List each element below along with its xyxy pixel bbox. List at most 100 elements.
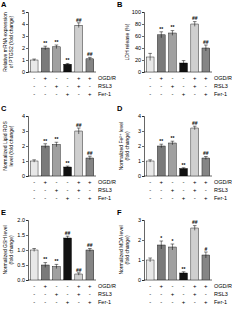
condition-sign: + [193, 83, 197, 89]
y-tick-mark [142, 60, 144, 61]
error-bar-stem [78, 128, 79, 134]
condition-sign: - [205, 187, 207, 193]
y-tick: 3 [22, 33, 28, 39]
error-bar-stem [183, 61, 184, 66]
error-bar-cap [148, 159, 152, 160]
condition-sign: - [67, 291, 69, 297]
plot-marks [146, 22, 210, 72]
error-bar [159, 241, 163, 249]
bar [41, 48, 49, 72]
condition-sign: + [204, 283, 208, 289]
error-bar [182, 61, 186, 66]
y-tick: 1 [22, 57, 28, 63]
y-tick-mark [26, 265, 28, 266]
condition-name: Fer-1 [98, 195, 111, 201]
panel: CNormalized Lipid ROSlevel (fold change)… [1, 104, 116, 201]
bar [53, 47, 61, 72]
error-bar [66, 63, 70, 64]
condition-sign: - [205, 83, 207, 89]
y-tick-mark [26, 116, 28, 117]
y-tick: 0 [138, 277, 144, 283]
y-axis-title: of PTGS2 (fold change) [8, 15, 14, 68]
y-tick: 20 [135, 57, 144, 63]
y-tick: 0 [22, 69, 28, 75]
y-tick-label: 60 [135, 33, 141, 39]
y-tick-label: 0 [138, 277, 141, 283]
error-bar [204, 252, 208, 258]
y-tick-label: 2 [138, 143, 141, 149]
condition-sign: - [171, 75, 173, 81]
condition-sign: - [149, 83, 151, 89]
condition-sign: - [33, 283, 35, 289]
condition-sign: - [160, 195, 162, 201]
error-bar [193, 22, 197, 27]
panel-letter: F [117, 208, 122, 217]
error-bar-stem [34, 59, 35, 61]
condition-sign: - [183, 75, 185, 81]
bar [53, 145, 61, 177]
condition-sign: - [67, 75, 69, 81]
condition-name: Fer-1 [214, 299, 227, 305]
condition-sign: - [183, 283, 185, 289]
condition-sign: + [182, 91, 186, 97]
condition-sign: - [149, 179, 151, 185]
condition-sign: - [149, 75, 151, 81]
y-axis: 01234 [22, 113, 29, 179]
y-tick: 2 [138, 143, 144, 149]
error-bar-stem [150, 160, 151, 162]
y-tick: 60 [135, 33, 144, 39]
condition-sign: + [66, 91, 70, 97]
significance-label: ## [192, 120, 198, 126]
condition-sign: - [89, 187, 91, 193]
significance-label: ## [87, 51, 93, 57]
y-tick-mark [26, 250, 28, 251]
significance-label: ** [182, 162, 186, 168]
significance-label: ## [203, 150, 209, 156]
error-bar [55, 142, 59, 147]
y-tick: 1 [22, 158, 28, 164]
panel: BLDH release (%)020406080100****####-+--… [117, 0, 232, 97]
condition-sign: + [88, 75, 92, 81]
y-tick-label: 2.0 [17, 217, 25, 223]
y-tick-label: 40 [135, 45, 141, 51]
y-tick-label: 1.0 [17, 247, 25, 253]
condition-sign: - [33, 291, 35, 297]
y-tick-label: 1 [22, 57, 25, 63]
error-bar-cap [182, 60, 186, 61]
panel: ARelative mRNA expressionof PTGS2 (fold … [1, 0, 116, 97]
condition-sign: - [33, 299, 35, 305]
y-tick-label: 0.0 [17, 277, 25, 283]
y-axis-line [26, 13, 29, 73]
bar [169, 143, 177, 176]
error-bar-stem [150, 53, 151, 60]
condition-sign: + [88, 299, 92, 305]
condition-sign: - [67, 83, 69, 89]
bar [202, 158, 210, 176]
y-tick-label: 0 [22, 173, 25, 179]
y-tick: 0.5 [17, 262, 28, 268]
significance-label: ** [54, 258, 58, 264]
condition-sign: - [78, 299, 80, 305]
condition-name: OGD/R [214, 75, 232, 81]
error-bar-stem [205, 252, 206, 258]
condition-sign: + [193, 75, 197, 81]
error-bar [193, 226, 197, 231]
condition-sign: + [44, 179, 48, 185]
significance-label: ** [170, 135, 174, 141]
y-axis: 012345 [22, 9, 29, 75]
error-bar [88, 249, 92, 252]
condition-sign: + [160, 283, 164, 289]
condition-sign: - [33, 75, 35, 81]
y-axis: 0.00.51.01.52.0 [17, 217, 28, 283]
y-tick: 3 [138, 217, 144, 223]
condition-sign: - [171, 195, 173, 201]
y-axis-title: level (fold change) [8, 125, 14, 166]
y-tick-mark [142, 12, 144, 13]
error-bar [193, 126, 197, 130]
error-bar [148, 160, 152, 162]
condition-sign: - [55, 179, 57, 185]
y-tick-mark [142, 116, 144, 117]
error-bar [148, 258, 152, 262]
condition-sign: - [55, 75, 57, 81]
y-axis-title: (fold change) [124, 235, 130, 265]
